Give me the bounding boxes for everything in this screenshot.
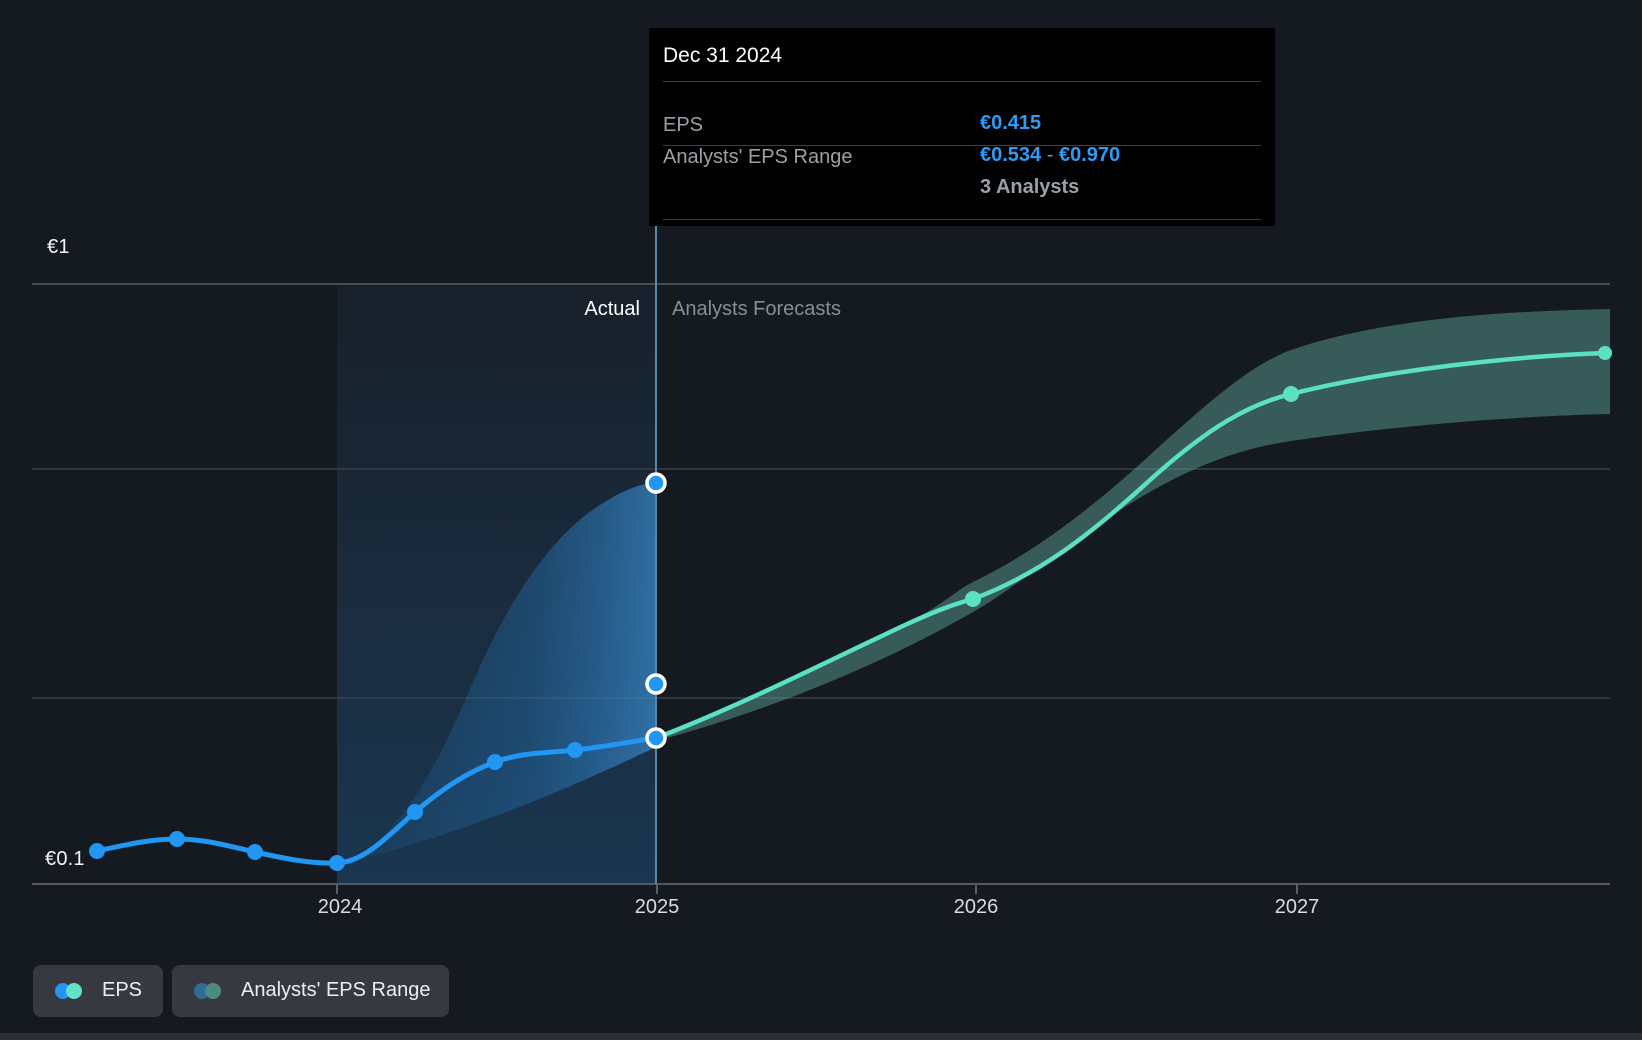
forecast-data-points[interactable]: [965, 346, 1612, 607]
tooltip-separator: [663, 219, 1261, 220]
forecast-point-end: [1598, 346, 1612, 360]
legend-item-eps[interactable]: EPS: [33, 965, 163, 1017]
legend-analysts-range-label: Analysts' EPS Range: [241, 979, 431, 1001]
range-low: €0.534: [980, 144, 1042, 166]
tooltip-analysts-count: 3 Analysts: [980, 176, 1080, 198]
range-high-point: [645, 472, 667, 494]
forecast-phase-label: Analysts Forecasts: [672, 298, 841, 320]
x-tick-2027: 2027: [1274, 896, 1320, 918]
tooltip: Dec 31 2024 EPS €0.415 Analysts' EPS Ran…: [649, 28, 1275, 226]
eps-legend-icon: [55, 983, 85, 999]
forecast-point-2027: [1283, 386, 1299, 402]
analysts-range-legend-icon: [194, 983, 224, 999]
hovered-points[interactable]: [645, 472, 667, 749]
legend-item-analysts-range[interactable]: Analysts' EPS Range: [172, 965, 449, 1017]
actual-data-points[interactable]: [89, 742, 583, 871]
tooltip-range-label: Analysts' EPS Range: [663, 146, 853, 168]
tooltip-eps-label: EPS: [663, 114, 704, 136]
forecast-point-2026: [965, 591, 981, 607]
legend-eps-label: EPS: [102, 979, 143, 1001]
y-axis-label-top: €1: [47, 236, 70, 258]
gridlines: [32, 283, 1610, 885]
bottom-strip: [0, 1033, 1642, 1040]
forecast-eps-line: [653, 350, 1608, 741]
historical-range-fan: [340, 483, 656, 864]
range-low-point: [645, 673, 667, 695]
tooltip-separator: [663, 81, 1261, 82]
tooltip-date: Dec 31 2024: [663, 44, 783, 67]
tooltip-separator: [663, 145, 1261, 146]
actual-phase-label: Actual: [584, 298, 640, 320]
y-axis-label-bottom: €0.1: [45, 848, 85, 870]
x-tick-2024: 2024: [317, 896, 363, 918]
forecast-range-band: [656, 309, 1610, 741]
tooltip-eps-value: €0.415: [980, 112, 1042, 134]
eps-point: [645, 727, 667, 749]
range-dash: -: [1041, 144, 1059, 166]
range-high: €0.970: [1058, 144, 1121, 166]
x-tick-2026: 2026: [953, 896, 999, 918]
tooltip-range-value: €0.534 - €0.970: [980, 144, 1120, 167]
x-axis-ticks: [336, 884, 1298, 894]
x-tick-2025: 2025: [634, 896, 680, 918]
